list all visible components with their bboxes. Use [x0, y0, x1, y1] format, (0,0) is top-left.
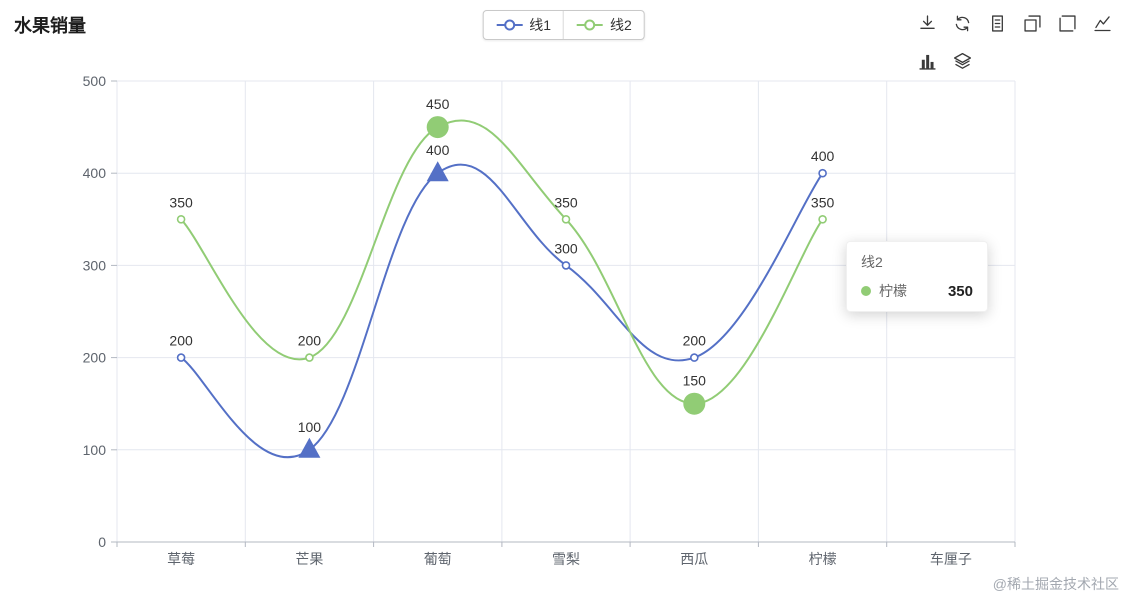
data-point[interactable]: [689, 353, 699, 362]
mark-point-circle[interactable]: [683, 392, 706, 415]
x-axis-label: 草莓: [167, 551, 195, 567]
tooltip-item-name: 柠檬: [879, 283, 907, 299]
x-axis-label: 柠檬: [809, 551, 837, 567]
point-label: 200: [298, 333, 322, 349]
point-label: 350: [811, 194, 835, 210]
tooltip-value: 350: [947, 282, 973, 300]
stack-icon[interactable]: [952, 51, 973, 72]
point-label: 450: [426, 96, 450, 112]
y-axis-label: 500: [83, 73, 107, 89]
x-axis-label: 葡萄: [424, 551, 452, 567]
bar-chart-icon[interactable]: [917, 51, 938, 72]
data-point[interactable]: [176, 353, 186, 362]
data-point[interactable]: [561, 215, 571, 224]
point-label: 400: [811, 148, 835, 164]
data-point[interactable]: [818, 168, 827, 178]
data-zoom-icon[interactable]: [1022, 13, 1043, 34]
y-axis-label: 0: [98, 534, 106, 550]
tooltip: 线2 柠檬 350: [846, 241, 988, 312]
series-marker-icon: [861, 286, 871, 296]
x-axis-label: 雪梨: [552, 551, 580, 567]
point-label: 300: [554, 240, 578, 256]
data-point[interactable]: [561, 261, 571, 270]
x-axis-label: 芒果: [295, 551, 323, 567]
y-axis-label: 300: [83, 257, 107, 273]
point-label: 200: [683, 333, 707, 349]
legend-divider: [563, 11, 564, 39]
mark-point-triangle[interactable]: [426, 161, 449, 182]
legend-label-line1: 线1: [529, 17, 551, 33]
zoom-reset-icon[interactable]: [1057, 13, 1078, 34]
download-icon[interactable]: [917, 13, 938, 34]
legend-item-line2[interactable]: 线2: [564, 11, 644, 39]
refresh-icon[interactable]: [952, 13, 973, 34]
x-axis-label: 车厘子: [930, 551, 972, 567]
watermark: @稀土掘金技术社区: [992, 576, 1119, 592]
y-axis-label: 200: [83, 350, 107, 366]
point-label: 200: [169, 333, 193, 349]
mark-point-circle[interactable]: [426, 116, 449, 139]
x-axis-label: 西瓜: [680, 551, 708, 567]
point-label: 400: [426, 142, 450, 158]
data-point[interactable]: [305, 353, 314, 362]
line-series-marker-icon: [577, 19, 603, 31]
toolbox-row2: [917, 51, 973, 72]
tooltip-series-name: 线2: [861, 254, 883, 270]
mark-point-triangle[interactable]: [298, 437, 321, 458]
point-label: 100: [298, 419, 322, 435]
y-axis-label: 400: [83, 165, 107, 181]
legend-item-line1[interactable]: 线1: [483, 11, 563, 39]
point-label: 350: [554, 194, 578, 210]
chart-title: 水果销量: [14, 16, 86, 36]
line-chart-icon[interactable]: [1092, 13, 1113, 34]
series-line-线1[interactable]: [180, 163, 824, 459]
point-label: 150: [683, 373, 707, 389]
legend: 线1 线2: [482, 10, 645, 40]
legend-label-line2: 线2: [610, 17, 632, 33]
toolbox-row1: [917, 13, 1113, 34]
data-view-icon[interactable]: [987, 13, 1008, 34]
point-label: 350: [169, 194, 193, 210]
line-series-marker-icon: [496, 19, 523, 31]
tooltip-row: 柠檬 350: [861, 281, 973, 301]
y-axis-label: 100: [83, 442, 107, 458]
data-point[interactable]: [176, 215, 186, 224]
series-line-线2[interactable]: [180, 119, 824, 405]
data-point[interactable]: [818, 215, 827, 224]
